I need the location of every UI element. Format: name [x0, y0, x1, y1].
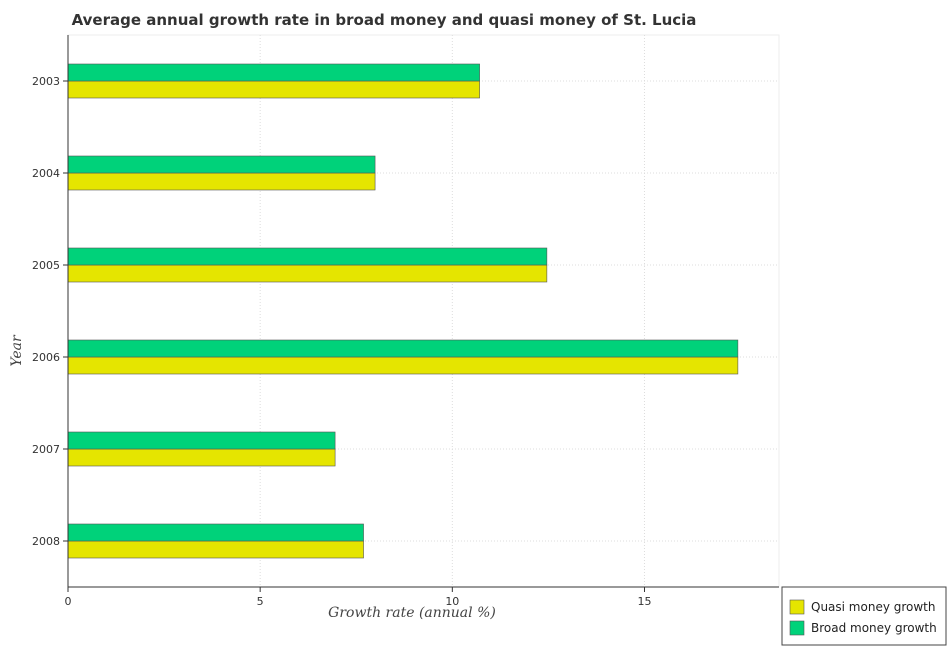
y-tick-label: 2007: [32, 443, 60, 456]
bar-quasi-money-2004: [67, 172, 376, 191]
legend: Quasi money growth Broad money growth: [781, 586, 947, 646]
grid: [67, 34, 780, 588]
x-tick-label: 0: [65, 595, 72, 608]
y-tick-label: 2004: [32, 167, 60, 180]
bar-quasi-money-2006: [67, 356, 739, 375]
legend-label: Broad money growth: [811, 621, 937, 635]
bar-broad-money-2004: [67, 155, 376, 174]
bar-broad-money-2006: [67, 339, 739, 358]
chart-title: Average annual growth rate in broad mone…: [72, 11, 697, 29]
bar-broad-money-2007: [67, 431, 336, 450]
legend-label: Quasi money growth: [811, 600, 936, 614]
legend-swatch: [789, 599, 805, 615]
legend-box: [781, 586, 947, 646]
axes: 0 5 10 15 2003 2004 2005 2006 2007 2008: [32, 35, 779, 608]
x-tick-label: 5: [257, 595, 264, 608]
bar-broad-money-2003: [67, 63, 480, 82]
x-tick-label: 10: [445, 595, 459, 608]
bar-quasi-money-2007: [67, 448, 336, 467]
y-tick-label: 2008: [32, 535, 60, 548]
legend-swatch: [789, 620, 805, 636]
x-axis-label: Growth rate (annual %): [328, 605, 496, 621]
y-axis-label: Year: [9, 334, 25, 367]
x-tick-label: 15: [637, 595, 651, 608]
y-tick-label: 2003: [32, 75, 60, 88]
y-tick-label: 2006: [32, 351, 60, 364]
bar-quasi-money-2008: [67, 540, 364, 559]
bar-broad-money-2008: [67, 523, 364, 542]
bars: [67, 63, 739, 559]
bar-quasi-money-2005: [67, 264, 548, 283]
plot-frame: [67, 34, 780, 588]
y-tick-label: 2005: [32, 259, 60, 272]
bar-quasi-money-2003: [67, 80, 480, 99]
bar-broad-money-2005: [67, 247, 548, 266]
